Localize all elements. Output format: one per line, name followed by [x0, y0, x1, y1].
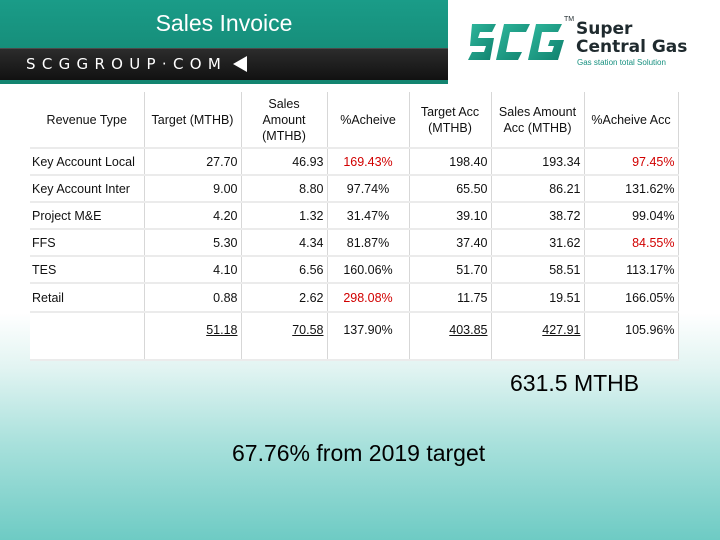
target-achievement-summary: 67.76% from 2019 target [232, 440, 486, 466]
column-header: Revenue Type [30, 92, 145, 149]
revenue-type-cell: Key Account Inter [30, 175, 145, 203]
page-title: Sales Invoice [155, 10, 293, 36]
total-sales-value: 70.58 [292, 323, 324, 337]
total-target-cell: 51.18 [144, 312, 242, 361]
total-sales-acc-value: 427.91 [542, 323, 581, 337]
sales-acc-cell: 193.34 [491, 148, 585, 176]
sales-amount-cell: 6.56 [241, 256, 328, 284]
back-arrow-icon [233, 56, 247, 72]
achieve-acc-cell: 99.04% [584, 202, 679, 230]
column-header: Target (MTHB) [144, 92, 242, 149]
revenue-table-container: Revenue Type Target (MTHB) Sales Amount … [30, 92, 679, 361]
total-target-acc-value: 403.85 [449, 323, 488, 337]
total-sales-acc-cell: 427.91 [491, 312, 585, 361]
table-row: TES 4.10 6.56 160.06% 51.70 58.51 113.17… [30, 256, 679, 284]
achieve-acc-cell: 113.17% [584, 256, 679, 284]
column-header: %Acheive [327, 92, 410, 149]
table-row: FFS 5.30 4.34 81.87% 37.40 31.62 84.55% [30, 229, 679, 257]
target-acc-cell: 51.70 [409, 256, 492, 284]
scg-logo-mark-icon [468, 24, 564, 60]
sales-acc-cell: 19.51 [491, 283, 585, 313]
achieve-acc-cell: 84.55% [584, 229, 679, 257]
achieve-cell: 31.47% [327, 202, 410, 230]
revenue-type-cell: FFS [30, 229, 145, 257]
achieve-acc-cell: 166.05% [584, 283, 679, 313]
company-logo: TM Super Central Gas Gas station total S… [468, 14, 708, 74]
sales-amount-cell: 4.34 [241, 229, 328, 257]
table-row: Project M&E 4.20 1.32 31.47% 39.10 38.72… [30, 202, 679, 230]
sales-acc-cell: 38.72 [491, 202, 585, 230]
target-cell: 4.20 [144, 202, 242, 230]
target-cell: 5.30 [144, 229, 242, 257]
target-cell: 9.00 [144, 175, 242, 203]
column-header: Sales Amount Acc (MTHB) [491, 92, 585, 149]
target-cell: 0.88 [144, 283, 242, 313]
brand-url: SCGGROUP·COM [26, 55, 228, 73]
sales-amount-cell: 2.62 [241, 283, 328, 313]
sales-amount-cell: 46.93 [241, 148, 328, 176]
target-cell: 4.10 [144, 256, 242, 284]
sales-acc-cell: 86.21 [491, 175, 585, 203]
achieve-cell: 97.74% [327, 175, 410, 203]
achieve-acc-cell: 131.62% [584, 175, 679, 203]
total-achieve-cell: 137.90% [327, 312, 410, 361]
table-row: Retail 0.88 2.62 298.08% 11.75 19.51 166… [30, 283, 679, 313]
table-row: Key Account Inter 9.00 8.80 97.74% 65.50… [30, 175, 679, 203]
target-acc-cell: 198.40 [409, 148, 492, 176]
total-sales-cell: 70.58 [241, 312, 328, 361]
sales-amount-cell: 8.80 [241, 175, 328, 203]
achieve-cell: 298.08% [327, 283, 410, 313]
logo-name-line1: Super [576, 19, 633, 39]
brand-bar: SCGGROUP·COM [0, 48, 448, 80]
logo-tagline: Gas station total Solution [577, 58, 666, 67]
column-header: Target Acc (MTHB) [409, 92, 492, 149]
revenue-type-cell: Project M&E [30, 202, 145, 230]
trademark-mark: TM [564, 16, 575, 23]
column-header: %Acheive Acc [584, 92, 679, 149]
revenue-table: Revenue Type Target (MTHB) Sales Amount … [30, 92, 679, 361]
logo-name-line2: Central Gas [576, 37, 688, 57]
sales-acc-cell: 31.62 [491, 229, 585, 257]
revenue-type-cell: TES [30, 256, 145, 284]
revenue-type-cell: Key Account Local [30, 148, 145, 176]
total-achieve-acc-cell: 105.96% [584, 312, 679, 361]
target-acc-cell: 11.75 [409, 283, 492, 313]
achieve-cell: 160.06% [327, 256, 410, 284]
table-total-row: 51.18 70.58 137.90% 403.85 427.91 105.96… [30, 312, 679, 361]
achieve-acc-cell: 97.45% [584, 148, 679, 176]
target-acc-cell: 37.40 [409, 229, 492, 257]
target-cell: 27.70 [144, 148, 242, 176]
target-acc-cell: 65.50 [409, 175, 492, 203]
table-row: Key Account Local 27.70 46.93 169.43% 19… [30, 148, 679, 176]
achieve-cell: 169.43% [327, 148, 410, 176]
sales-amount-cell: 1.32 [241, 202, 328, 230]
total-label-cell [30, 312, 145, 361]
total-target-value: 51.18 [206, 323, 238, 337]
sales-acc-cell: 58.51 [491, 256, 585, 284]
target-acc-cell: 39.10 [409, 202, 492, 230]
total-target-acc-cell: 403.85 [409, 312, 492, 361]
column-header: Sales Amount (MTHB) [241, 92, 328, 149]
table-header-row: Revenue Type Target (MTHB) Sales Amount … [30, 92, 679, 149]
achieve-cell: 81.87% [327, 229, 410, 257]
revenue-type-cell: Retail [30, 283, 145, 313]
total-sales-summary: 631.5 MTHB [510, 370, 640, 396]
